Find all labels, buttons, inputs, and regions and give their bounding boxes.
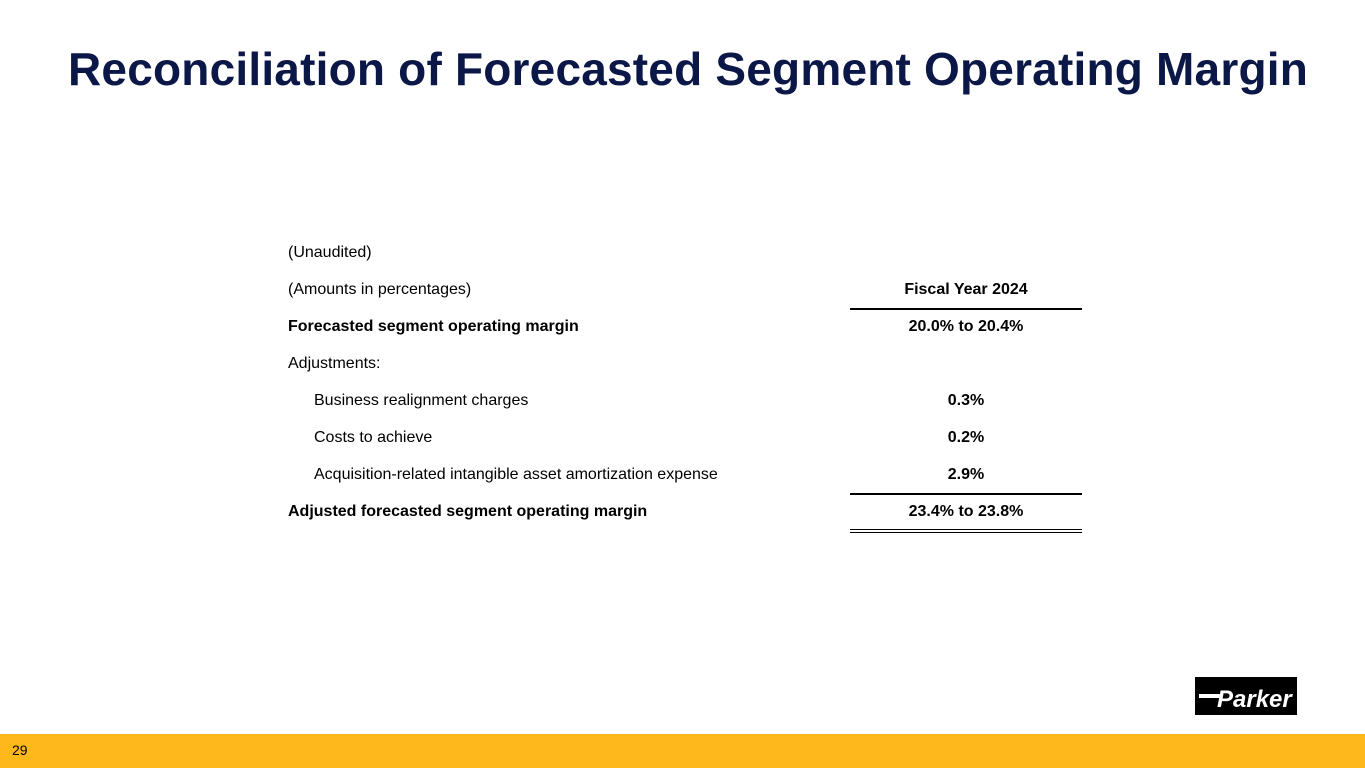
table-row: Forecasted segment operating margin 20.0… <box>288 310 1088 347</box>
page-number: 29 <box>12 742 28 758</box>
row-label: Forecasted segment operating margin <box>288 318 579 335</box>
row-value: 2.9% <box>947 466 985 483</box>
header-underline <box>850 308 1082 310</box>
header-row: (Amounts in percentages) Fiscal Year 202… <box>288 273 1088 310</box>
table-row: Adjustments: <box>288 347 1088 384</box>
row-label: Adjusted forecasted segment operating ma… <box>288 503 648 520</box>
table-row: Business realignment charges 0.3% <box>288 384 1088 421</box>
row-value: 0.3% <box>947 392 985 409</box>
unaudited-note: (Unaudited) <box>288 244 372 261</box>
table-row: Acquisition-related intangible asset amo… <box>288 458 1088 495</box>
slide-title: Reconciliation of Forecasted Segment Ope… <box>68 43 1309 95</box>
row-value: 20.0% to 20.4% <box>908 318 1024 335</box>
row-label: Acquisition-related intangible asset amo… <box>314 466 718 483</box>
units-note: (Amounts in percentages) <box>288 281 472 298</box>
row-label: Business realignment charges <box>314 392 529 409</box>
subtotal-underline <box>850 493 1082 495</box>
note-row: (Unaudited) <box>288 236 1088 273</box>
table-row: Adjusted forecasted segment operating ma… <box>288 495 1088 533</box>
parker-logo-icon: Parker <box>1195 677 1297 715</box>
row-value: 23.4% to 23.8% <box>908 503 1024 520</box>
table-row: Costs to achieve 0.2% <box>288 421 1088 458</box>
footer-bar: 29 <box>0 734 1365 768</box>
reconciliation-table: (Unaudited) (Amounts in percentages) Fis… <box>288 236 1088 533</box>
total-double-underline <box>850 529 1082 533</box>
row-label: Costs to achieve <box>314 429 433 446</box>
row-label: Adjustments: <box>288 355 381 372</box>
row-value: 0.2% <box>947 429 985 446</box>
logo-text: Parker <box>1217 686 1293 713</box>
column-header: Fiscal Year 2024 <box>904 281 1028 298</box>
